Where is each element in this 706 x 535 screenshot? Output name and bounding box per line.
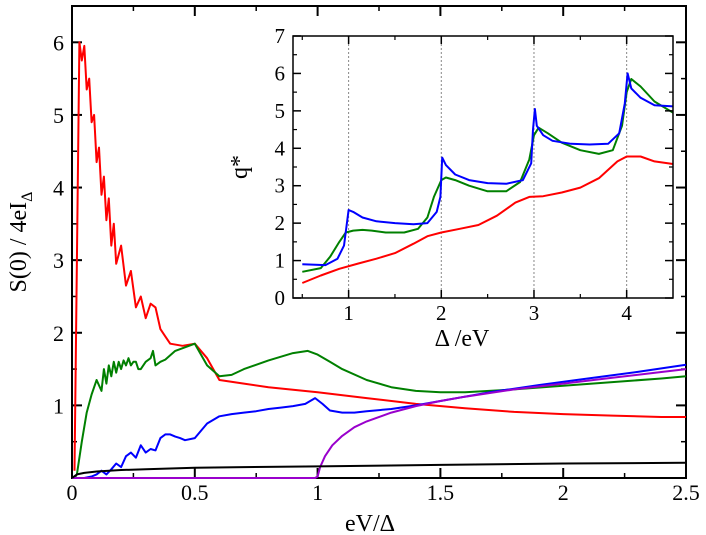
inset-x-tick-label: 2: [436, 301, 447, 325]
inset-y-tick-label: 0: [275, 286, 286, 310]
inset-y-tick-label: 7: [275, 24, 286, 48]
main-x-tick-label: 2.5: [672, 480, 700, 505]
main-tick-labels: 0 0.5 1 1.5 2 2.5 1 2 3 4 5 6: [53, 30, 700, 505]
main-series-purple: [72, 368, 687, 479]
main-y-tick-label: 2: [53, 321, 64, 346]
inset-series-red: [301, 155, 674, 284]
main-y-axis-label-main: S(0) / 4eI: [6, 202, 32, 293]
inset-y-tick-label: 3: [275, 174, 286, 198]
inset-ticks: [293, 35, 673, 299]
inset-y-tick-label: 1: [275, 249, 286, 273]
main-y-tick-label: 5: [53, 103, 64, 128]
main-series-black: [71, 461, 687, 479]
main-x-tick-label: 1: [312, 480, 323, 505]
inset-x-tick-label: 3: [529, 301, 540, 325]
inset-series-blue: [302, 72, 674, 267]
main-y-axis-label-sub: Δ: [19, 192, 36, 202]
main-series-green: [73, 342, 687, 479]
inset-y-tick-label: 2: [275, 211, 286, 235]
inset-background: [293, 36, 673, 298]
main-series-red: [73, 41, 686, 471]
main-x-tick-label: 0.5: [181, 480, 209, 505]
inset-tick-labels: 1 2 3 4 0 1 2 3 4 5 6 7: [275, 24, 633, 325]
main-x-tick-label: 2: [558, 480, 569, 505]
main-y-tick-label: 4: [53, 176, 64, 201]
main-x-axis-label: eV/Δ: [345, 511, 395, 535]
main-x-tick-label: 0: [67, 480, 78, 505]
main-y-tick-label: 3: [53, 248, 64, 273]
main-y-tick-label: 1: [53, 393, 64, 418]
main-series-blue: [84, 363, 687, 479]
main-y-tick-label: 6: [53, 30, 64, 55]
inset-series: [301, 72, 674, 284]
inset-series-green: [302, 78, 674, 273]
inset-y-axis-label: q*: [227, 155, 253, 179]
inset-y-tick-label: 6: [275, 61, 286, 85]
inset-x-tick-label: 4: [621, 301, 632, 325]
inset-x-tick-label: 1: [343, 301, 354, 325]
inset-y-tick-label: 5: [275, 99, 286, 123]
inset-y-tick-label: 4: [275, 136, 286, 160]
main-series: [71, 41, 687, 479]
main-y-axis-label: S(0) / 4eIΔ: [6, 192, 36, 293]
inset-x-axis-label: Δ /eV: [435, 326, 490, 352]
main-x-tick-label: 1.5: [427, 480, 455, 505]
